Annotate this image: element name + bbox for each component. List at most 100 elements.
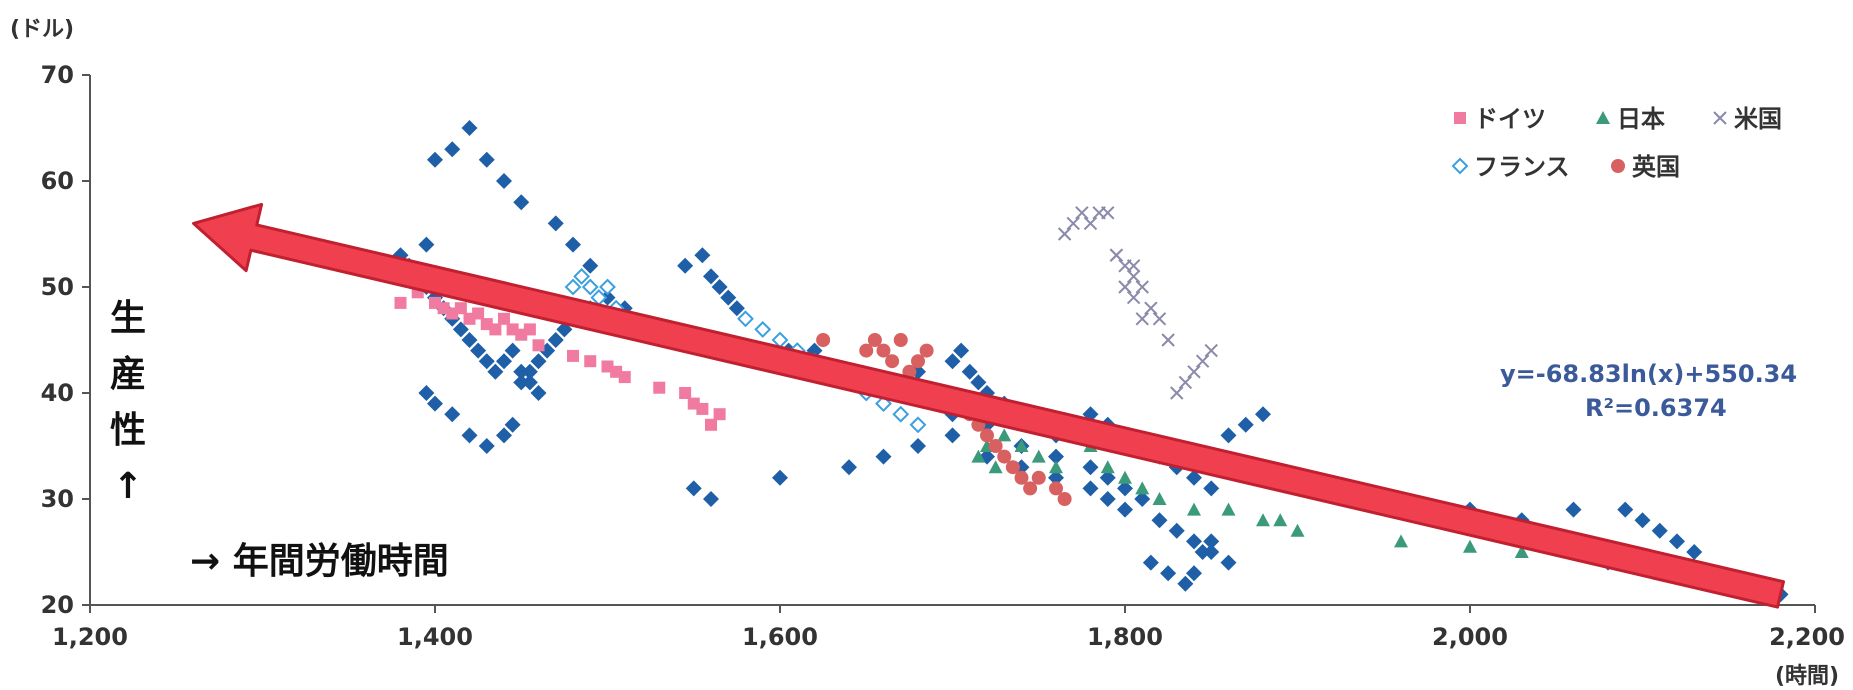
data-point (1617, 501, 1634, 518)
r2-label: R²=0.6374 (1585, 394, 1727, 422)
data-point (1186, 533, 1202, 550)
y-axis-title: 生産性 ↑ (110, 298, 146, 507)
data-point (547, 332, 564, 348)
data-point (478, 353, 495, 370)
data-point (1565, 501, 1582, 518)
data-point (461, 332, 478, 348)
y-tick-label: 40 (41, 379, 74, 407)
data-point (1014, 470, 1029, 485)
data-point (711, 279, 728, 295)
data-point (703, 491, 719, 507)
data-point (530, 385, 547, 401)
data-point (496, 173, 512, 189)
data-point (909, 416, 927, 434)
legend-label: フランス (1474, 153, 1570, 181)
y-unit-label: (ドル) (10, 17, 74, 42)
data-point (478, 438, 495, 454)
data-point (454, 302, 467, 315)
data-point (1048, 469, 1064, 486)
data-point (694, 247, 711, 264)
y-axis-title-char: ↑ (113, 466, 143, 507)
data-point (1221, 502, 1236, 516)
x-tick-label: 2,000 (1432, 623, 1508, 651)
data-point (713, 408, 726, 421)
data-point (1134, 491, 1151, 507)
data-point (1126, 290, 1141, 305)
data-point (1220, 427, 1237, 444)
data-point (1220, 554, 1237, 571)
data-point (1651, 522, 1668, 539)
data-point (677, 257, 694, 274)
data-point (953, 342, 970, 359)
data-point (470, 342, 487, 359)
data-point (971, 449, 986, 463)
data-point (841, 459, 857, 476)
axes: 20 30 40 50 60 70 1,200 1,400 1,600 1,800 2,000 2,2… (41, 61, 1845, 651)
series-米国 (1057, 206, 1218, 400)
trend-arrow-shape (192, 202, 1785, 609)
data-point (418, 385, 435, 401)
data-point (911, 354, 925, 369)
data-point (867, 333, 882, 347)
data-point (1451, 157, 1469, 175)
data-point (521, 374, 538, 391)
data-point (1100, 460, 1115, 474)
data-point (1203, 533, 1220, 550)
data-point (1126, 269, 1141, 284)
data-point (573, 267, 591, 285)
data-point (653, 381, 666, 394)
x-axis-title: → 年間労働時間 (190, 541, 449, 582)
legend-item: 米国 (1713, 105, 1782, 133)
data-point (1187, 365, 1201, 379)
data-point (1135, 312, 1149, 326)
data-point (1023, 481, 1038, 496)
data-point (1204, 343, 1218, 358)
data-point (444, 406, 461, 423)
legend-label: ドイツ (1474, 105, 1546, 133)
data-point (885, 354, 900, 369)
data-point (564, 278, 582, 296)
data-point (1118, 470, 1132, 484)
data-point (980, 428, 994, 443)
data-point (565, 236, 581, 253)
data-point (1161, 333, 1175, 347)
data-point (1082, 459, 1099, 476)
y-tick-label: 60 (41, 167, 74, 195)
data-point (1178, 375, 1193, 390)
data-point (1049, 460, 1063, 474)
data-point (1203, 480, 1220, 497)
data-point (1170, 386, 1184, 400)
data-point (1177, 575, 1194, 592)
data-point (910, 438, 926, 454)
data-point (1394, 534, 1408, 548)
data-point (1686, 544, 1703, 560)
data-point (737, 310, 754, 328)
data-point (1135, 280, 1149, 294)
data-point (444, 141, 461, 158)
data-point (1031, 470, 1046, 485)
x-tick-label: 1,400 (397, 623, 473, 651)
data-point (530, 353, 547, 370)
data-point (1117, 501, 1133, 518)
data-point (1194, 544, 1211, 560)
legend-label: 日本 (1617, 105, 1665, 133)
data-point (489, 323, 502, 336)
x-tick-label: 1,800 (1087, 623, 1163, 651)
data-point (1596, 111, 1610, 124)
legend-item: フランス (1451, 153, 1570, 181)
data-point (1049, 481, 1063, 496)
y-axis-title-char: 性 (110, 410, 146, 451)
data-point (513, 363, 530, 380)
data-point (988, 460, 1003, 474)
data-point (892, 405, 910, 423)
data-point (461, 120, 478, 136)
data-point (705, 418, 717, 431)
data-point (1514, 545, 1529, 558)
data-point (523, 323, 536, 336)
legend-label: 米国 (1734, 105, 1782, 133)
legend-item: 日本 (1596, 105, 1665, 133)
data-point (1144, 301, 1158, 315)
y-tick-label: 20 (41, 591, 74, 619)
data-point (496, 427, 512, 444)
